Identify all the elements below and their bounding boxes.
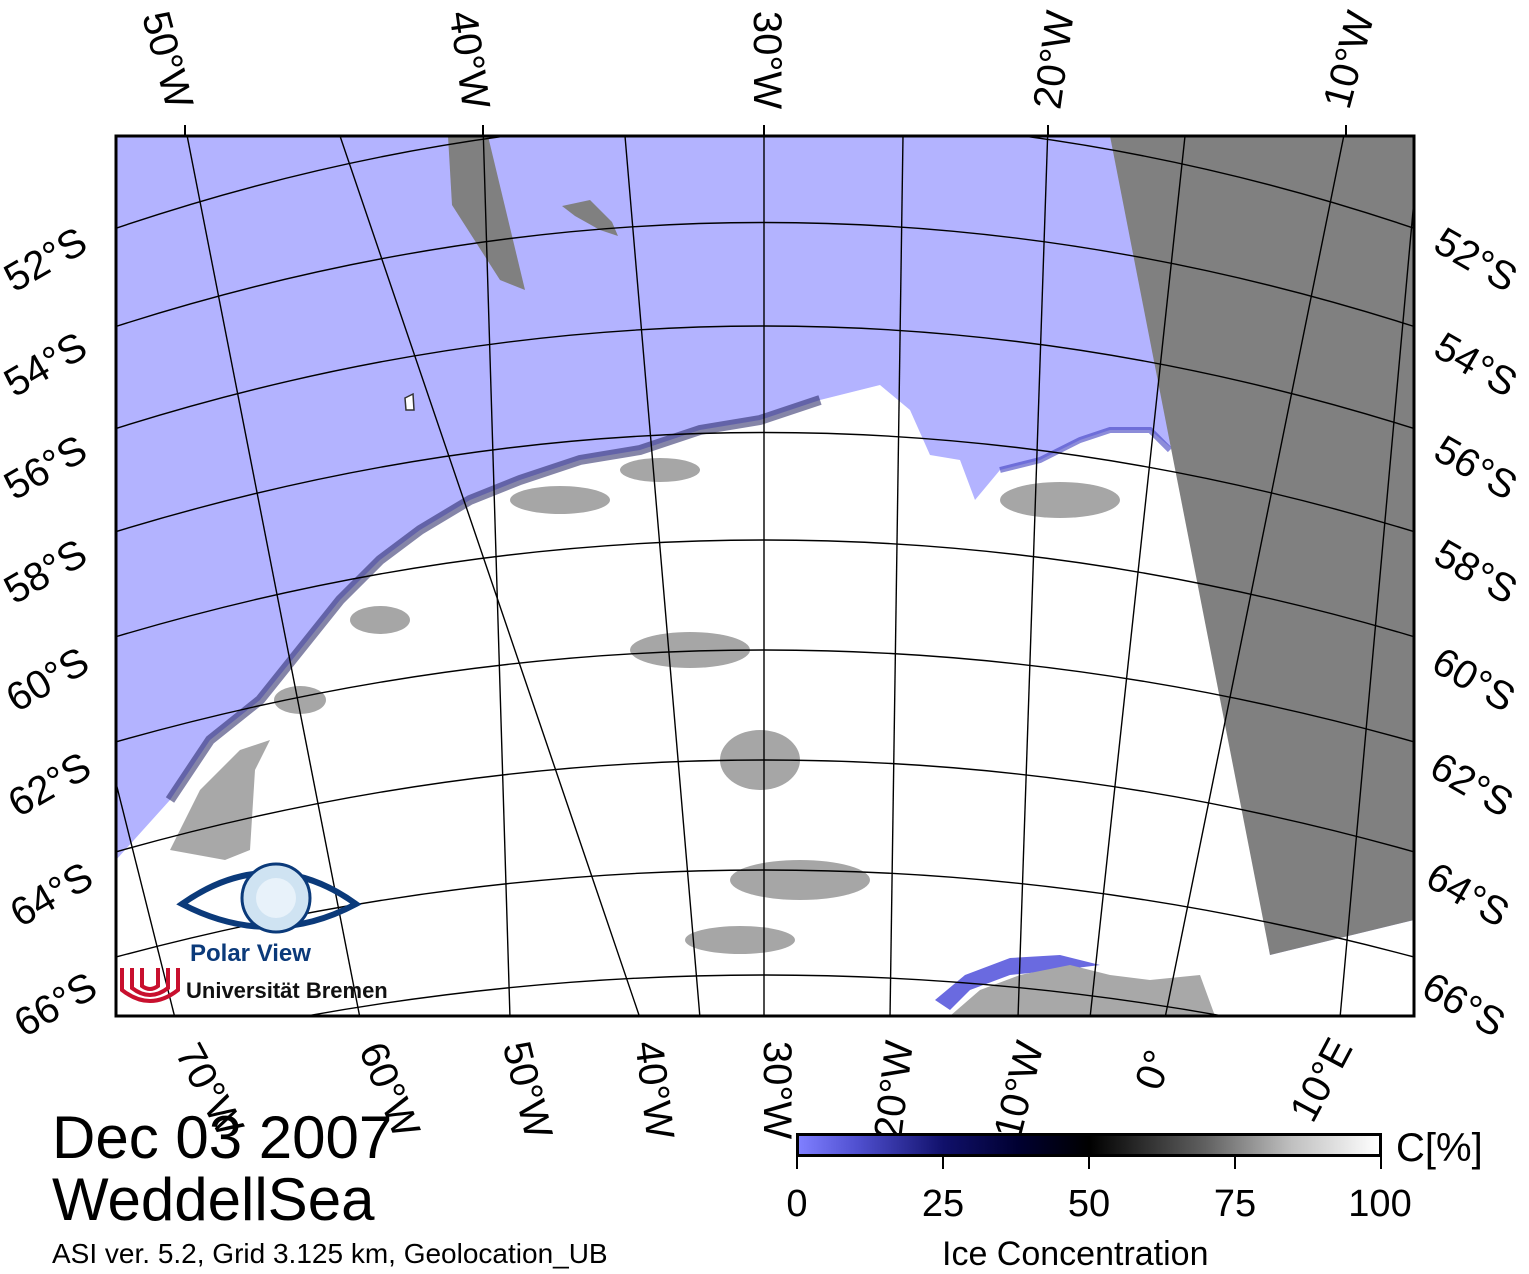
color-legend-bar — [796, 1133, 1382, 1157]
legend-tick — [1088, 1157, 1090, 1169]
map-date: Dec 03 2007 — [52, 1104, 393, 1171]
graticule — [116, 136, 1414, 1016]
peninsula-land — [170, 740, 270, 860]
legend-unit: C[%] — [1396, 1126, 1483, 1170]
map-region: WeddellSea — [52, 1166, 375, 1233]
legend-title: Ice Concentration — [942, 1235, 1209, 1273]
legend-tick-label: 0 — [786, 1183, 808, 1225]
legend-tick-label: 75 — [1213, 1183, 1257, 1225]
legend-tick-label: 100 — [1348, 1183, 1412, 1225]
legend-tick-label: 25 — [921, 1183, 965, 1225]
logo-institution: Universität Bremen — [186, 978, 388, 1003]
uni-bremen-logo-icon — [120, 968, 180, 1003]
sea-ice-field — [116, 385, 1414, 1016]
legend-tick-label: 50 — [1067, 1183, 1111, 1225]
no-data-swath — [1110, 136, 1414, 955]
island-dot — [404, 392, 415, 411]
bottom-lon-label: 30°W — [755, 1040, 800, 1140]
legend-tick — [942, 1157, 944, 1169]
top-lon-label: 30°W — [745, 10, 790, 110]
logo-title: Polar View — [190, 940, 311, 967]
legend-tick — [796, 1157, 798, 1169]
map-metadata: ASI ver. 5.2, Grid 3.125 km, Geolocation… — [52, 1238, 608, 1269]
island-gray — [448, 136, 525, 290]
polar-view-eye-icon — [176, 862, 362, 934]
legend-tick — [1380, 1157, 1382, 1169]
island-small — [562, 200, 618, 236]
legend-tick — [1234, 1157, 1236, 1169]
